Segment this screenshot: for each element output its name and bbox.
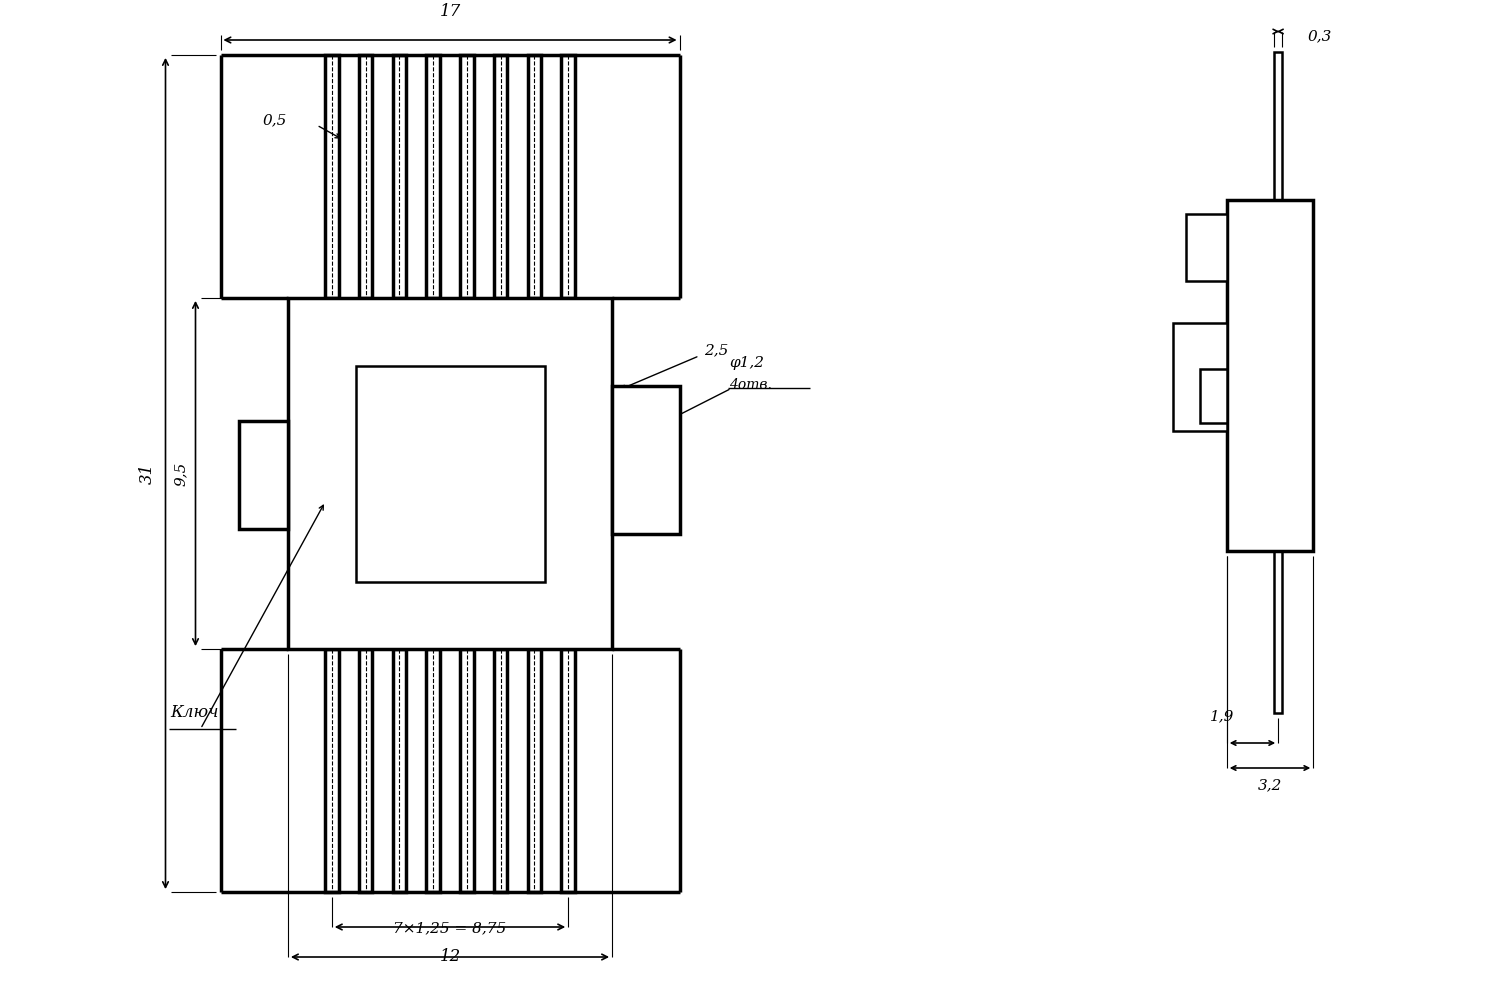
Bar bbox=[359, 649, 373, 892]
Bar bbox=[494, 649, 507, 892]
Bar bbox=[1173, 323, 1226, 431]
Text: 0,5: 0,5 bbox=[263, 113, 287, 127]
Bar bbox=[562, 649, 575, 892]
Bar bbox=[1274, 51, 1282, 713]
Bar bbox=[1187, 214, 1226, 281]
Bar bbox=[359, 55, 373, 298]
Bar bbox=[288, 298, 612, 649]
Text: 4отв.: 4отв. bbox=[729, 378, 773, 392]
Bar bbox=[527, 55, 541, 298]
Bar bbox=[612, 386, 680, 535]
Text: φ1,2: φ1,2 bbox=[729, 356, 764, 370]
Bar bbox=[393, 649, 406, 892]
Text: 7×1,25 = 8,75: 7×1,25 = 8,75 bbox=[394, 921, 507, 935]
Bar bbox=[393, 55, 406, 298]
Bar bbox=[426, 55, 439, 298]
Bar bbox=[355, 365, 545, 581]
Text: 31: 31 bbox=[139, 463, 156, 484]
Bar bbox=[562, 55, 575, 298]
Text: 17: 17 bbox=[439, 3, 461, 20]
Bar bbox=[325, 55, 338, 298]
Bar bbox=[494, 55, 507, 298]
Bar bbox=[240, 421, 288, 529]
Text: 12: 12 bbox=[439, 948, 461, 965]
Bar bbox=[325, 649, 338, 892]
Text: 0,3: 0,3 bbox=[1308, 30, 1332, 44]
Text: 2,5: 2,5 bbox=[705, 344, 729, 357]
Text: 3,2: 3,2 bbox=[1258, 778, 1282, 792]
Text: 9,5: 9,5 bbox=[174, 461, 187, 486]
Bar bbox=[426, 649, 439, 892]
Text: Ключ: Ключ bbox=[171, 704, 219, 721]
Bar bbox=[1226, 200, 1314, 551]
Text: 1,9: 1,9 bbox=[1210, 709, 1235, 723]
Bar bbox=[461, 55, 474, 298]
Bar bbox=[527, 649, 541, 892]
Bar bbox=[1200, 368, 1226, 423]
Bar bbox=[461, 649, 474, 892]
